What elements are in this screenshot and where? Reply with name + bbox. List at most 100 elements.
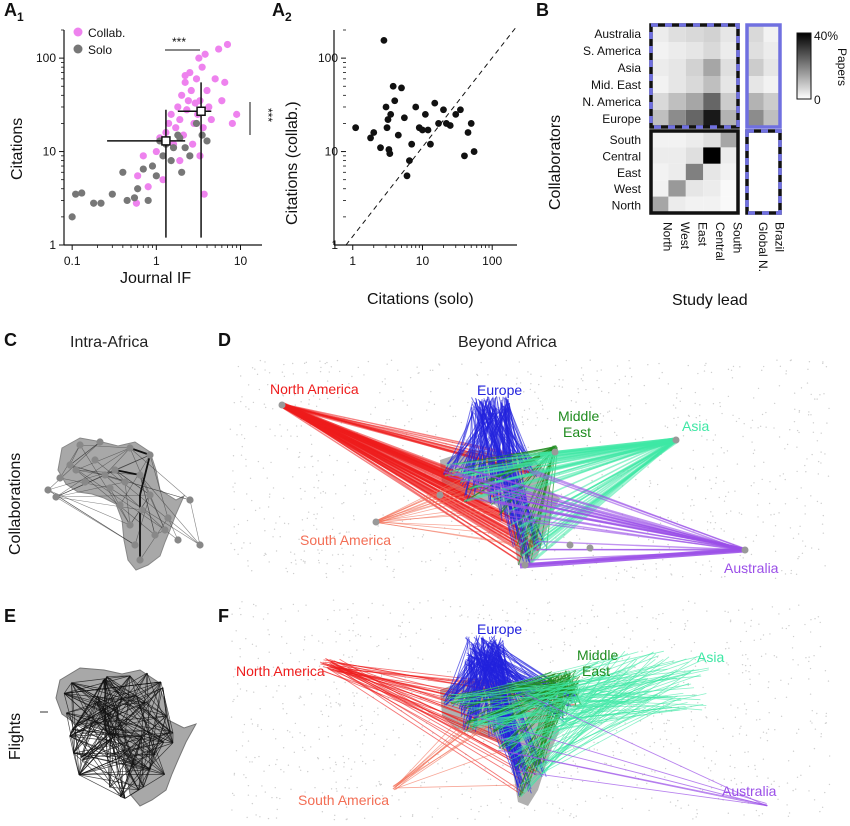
- map-background-dot: [785, 627, 788, 630]
- map-background-dot: [749, 678, 751, 680]
- map-background-dot: [737, 707, 739, 709]
- map-background-dot: [591, 479, 593, 482]
- map-background-dot: [370, 493, 372, 495]
- map-background-dot: [729, 765, 731, 767]
- map-background-dot: [589, 566, 591, 568]
- flight-link: [80, 676, 108, 758]
- flight-link: [66, 712, 80, 775]
- map-background-dot: [241, 745, 244, 747]
- map-background-dot: [233, 526, 235, 528]
- map-background-dot: [341, 734, 343, 737]
- map-background-dot: [694, 402, 696, 405]
- map-background-dot: [305, 604, 307, 606]
- map-background-dot: [352, 515, 355, 517]
- map-background-dot: [588, 748, 591, 750]
- map-background-dot: [590, 609, 593, 611]
- map-background-dot: [699, 404, 701, 406]
- map-background-dot: [551, 573, 553, 575]
- map-background-dot: [516, 574, 518, 577]
- map-background-dot: [257, 725, 259, 727]
- map-background-dot: [569, 815, 571, 817]
- map-background-dot: [431, 816, 434, 818]
- map-background-dot: [321, 471, 323, 473]
- map-background-dot: [327, 736, 330, 738]
- map-background-dot: [715, 750, 718, 752]
- map-background-dot: [615, 565, 617, 568]
- map-background-dot: [759, 425, 762, 428]
- map-background-dot: [759, 718, 761, 721]
- map-background-dot: [811, 453, 813, 456]
- flight-link: [106, 756, 151, 770]
- map-background-dot: [262, 467, 265, 469]
- flight-link: [75, 687, 164, 725]
- map-background-dot: [365, 490, 367, 492]
- map-background-dot: [266, 477, 268, 479]
- flight-link: [104, 678, 126, 799]
- map-background-dot: [259, 507, 261, 509]
- map-background-dot: [247, 565, 249, 567]
- map-background-dot: [751, 608, 754, 610]
- map-background-dot: [385, 554, 387, 556]
- map-background-dot: [316, 474, 318, 476]
- map-f-flights-beyond-africa: North America South America Europe Middl…: [230, 599, 831, 821]
- map-background-dot: [516, 377, 518, 379]
- map-background-dot: [558, 772, 561, 774]
- map-background-dot: [798, 431, 800, 434]
- map-background-dot: [359, 725, 361, 728]
- map-background-dot: [339, 705, 341, 707]
- map-background-dot: [810, 495, 812, 497]
- map-background-dot: [569, 644, 571, 647]
- map-background-dot: [275, 817, 278, 819]
- map-background-dot: [728, 673, 730, 675]
- route-line: [468, 449, 554, 491]
- map-background-dot: [488, 614, 491, 616]
- map-background-dot: [541, 404, 544, 407]
- map-background-dot: [398, 625, 400, 627]
- map-background-dot: [345, 806, 348, 808]
- map-background-dot: [601, 421, 603, 423]
- map-background-dot: [421, 781, 423, 784]
- map-background-dot: [246, 493, 248, 495]
- map-background-dot: [324, 362, 326, 365]
- map-background-dot: [667, 516, 669, 519]
- map-background-dot: [529, 388, 532, 391]
- flight-link: [120, 765, 135, 797]
- route-line: [507, 509, 745, 551]
- map-background-dot: [596, 615, 599, 617]
- map-background-dot: [346, 778, 349, 781]
- map-background-dot: [274, 435, 276, 437]
- map-background-dot: [788, 608, 791, 610]
- route-line: [476, 483, 745, 552]
- map-background-dot: [291, 736, 294, 738]
- map-background-dot: [745, 536, 747, 539]
- map-background-dot: [774, 550, 777, 553]
- map-background-dot: [804, 545, 807, 547]
- data-point-series: [464, 129, 472, 136]
- map-background-dot: [789, 527, 792, 529]
- map-background-dot: [710, 566, 713, 568]
- map-background-dot: [352, 702, 355, 704]
- map-background-dot: [278, 516, 281, 518]
- map-background-dot: [765, 411, 767, 414]
- map-background-dot: [710, 371, 713, 374]
- data-point-collab: [172, 124, 180, 132]
- map-background-dot: [374, 799, 376, 801]
- map-background-dot: [264, 406, 267, 409]
- flight-link: [118, 731, 171, 759]
- map-background-dot: [600, 390, 603, 393]
- map-background-dot: [790, 677, 793, 679]
- data-point-solo: [152, 172, 160, 180]
- map-background-dot: [302, 746, 304, 749]
- map-background-dot: [249, 542, 251, 544]
- map-background-dot: [464, 555, 466, 558]
- map-background-dot: [465, 439, 467, 441]
- map-background-dot: [338, 396, 340, 399]
- map-background-dot: [580, 378, 583, 380]
- map-background-dot: [633, 495, 636, 498]
- route-line: [554, 708, 688, 727]
- route-line: [446, 397, 494, 475]
- map-background-dot: [793, 392, 796, 394]
- map-background-dot: [329, 702, 332, 704]
- map-background-dot: [664, 776, 666, 778]
- heatmap-cell: [685, 147, 704, 164]
